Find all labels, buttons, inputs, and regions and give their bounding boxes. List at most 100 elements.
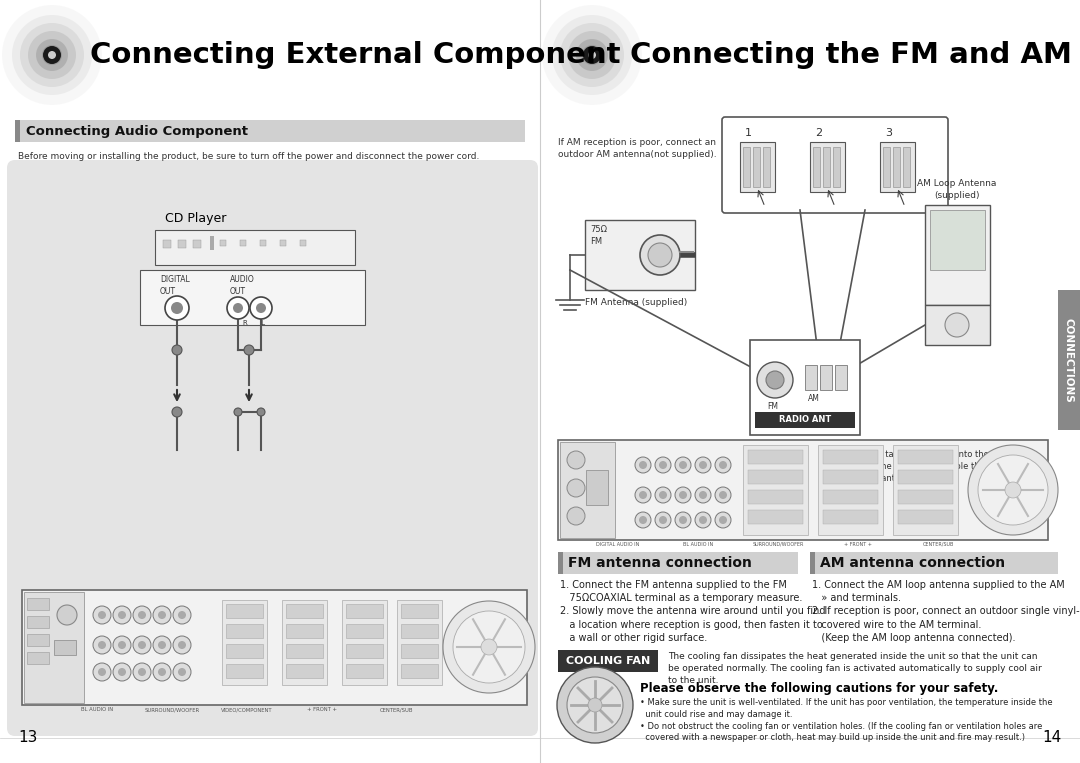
Text: Connecting Audio Component: Connecting Audio Component	[26, 124, 248, 137]
Circle shape	[43, 46, 60, 64]
Circle shape	[133, 636, 151, 654]
Bar	[401, 644, 438, 658]
Circle shape	[118, 611, 126, 619]
Bar	[226, 604, 264, 618]
Bar	[833, 147, 840, 187]
Text: DIGITAL
OUT: DIGITAL OUT	[160, 275, 190, 296]
Circle shape	[696, 457, 711, 473]
Bar	[585, 220, 696, 290]
Text: + FRONT +: + FRONT +	[845, 542, 872, 547]
Bar	[220, 240, 226, 246]
Bar	[193, 240, 201, 248]
Text: COOLING FAN: COOLING FAN	[566, 656, 650, 666]
Bar	[178, 240, 186, 248]
Text: Connecting External Component: Connecting External Component	[90, 41, 621, 69]
Circle shape	[113, 663, 131, 681]
Circle shape	[542, 5, 642, 105]
Bar	[883, 147, 890, 187]
Circle shape	[567, 677, 623, 733]
Bar	[880, 142, 915, 192]
Circle shape	[552, 15, 632, 95]
Bar	[561, 442, 615, 538]
Bar	[820, 365, 832, 390]
Circle shape	[582, 45, 602, 65]
Bar	[282, 600, 327, 685]
Bar	[897, 450, 953, 464]
Bar	[743, 445, 808, 535]
Bar	[558, 440, 1048, 540]
Circle shape	[453, 611, 525, 683]
Circle shape	[133, 663, 151, 681]
Circle shape	[978, 455, 1048, 525]
Circle shape	[36, 39, 68, 71]
Bar	[755, 412, 855, 428]
Circle shape	[48, 51, 56, 59]
Circle shape	[968, 445, 1058, 535]
Circle shape	[173, 663, 191, 681]
Circle shape	[443, 601, 535, 693]
Text: If AM reception is poor, connect an
outdoor AM antenna(not supplied).: If AM reception is poor, connect an outd…	[558, 138, 717, 159]
Circle shape	[945, 313, 969, 337]
Circle shape	[93, 606, 111, 624]
Circle shape	[561, 23, 624, 87]
Bar	[240, 240, 246, 246]
Bar	[893, 147, 900, 187]
Circle shape	[557, 667, 633, 743]
Bar	[743, 147, 750, 187]
Bar	[226, 664, 264, 678]
Circle shape	[98, 668, 106, 676]
Circle shape	[233, 303, 243, 313]
Circle shape	[568, 31, 616, 79]
Circle shape	[93, 636, 111, 654]
Circle shape	[256, 303, 266, 313]
Bar	[823, 450, 878, 464]
Bar	[924, 205, 990, 305]
Circle shape	[567, 451, 585, 469]
Text: 75Ω
FM: 75Ω FM	[590, 225, 607, 246]
Bar	[156, 230, 355, 265]
Circle shape	[639, 491, 647, 499]
Circle shape	[675, 457, 691, 473]
Circle shape	[1005, 482, 1021, 498]
Circle shape	[699, 491, 707, 499]
Circle shape	[28, 31, 76, 79]
Circle shape	[172, 345, 183, 355]
Circle shape	[719, 491, 727, 499]
Text: The cooling fan dissipates the heat generated inside the unit so that the unit c: The cooling fan dissipates the heat gene…	[669, 652, 1042, 684]
Bar	[903, 147, 910, 187]
Text: CENTER/SUB: CENTER/SUB	[922, 542, 954, 547]
Circle shape	[648, 243, 672, 267]
Text: 1. Connect the AM loop antenna supplied to the AM
   » and terminals.
2. If rece: 1. Connect the AM loop antenna supplied …	[812, 580, 1080, 642]
Circle shape	[158, 611, 166, 619]
Circle shape	[178, 641, 186, 649]
Circle shape	[42, 45, 62, 65]
Circle shape	[12, 15, 92, 95]
Circle shape	[118, 668, 126, 676]
Bar	[748, 490, 804, 504]
Circle shape	[153, 606, 171, 624]
Circle shape	[93, 663, 111, 681]
Bar	[15, 120, 21, 142]
Bar	[813, 147, 820, 187]
Circle shape	[98, 641, 106, 649]
Text: CONNECTIONS: CONNECTIONS	[1064, 317, 1074, 402]
Circle shape	[679, 491, 687, 499]
Bar	[930, 210, 985, 270]
Text: AM: AM	[808, 394, 820, 403]
Text: • Make sure the unit is well-ventilated. If the unit has poor ventilation, the t: • Make sure the unit is well-ventilated.…	[640, 698, 1053, 742]
Text: 14: 14	[1043, 730, 1062, 745]
Circle shape	[178, 668, 186, 676]
Circle shape	[635, 487, 651, 503]
Text: CD Player: CD Player	[165, 212, 227, 225]
Circle shape	[715, 457, 731, 473]
Text: SURROUND/WOOFER: SURROUND/WOOFER	[145, 707, 200, 712]
Text: SURROUND/WOOFER: SURROUND/WOOFER	[753, 542, 804, 547]
Bar	[27, 598, 49, 610]
Bar	[823, 510, 878, 524]
Bar	[140, 270, 365, 325]
Text: VIDEO/COMPONENT: VIDEO/COMPONENT	[221, 707, 273, 712]
Bar	[163, 240, 171, 248]
Text: Connecting the FM and AM Antennas: Connecting the FM and AM Antennas	[630, 41, 1080, 69]
Circle shape	[133, 606, 151, 624]
Circle shape	[57, 605, 77, 625]
